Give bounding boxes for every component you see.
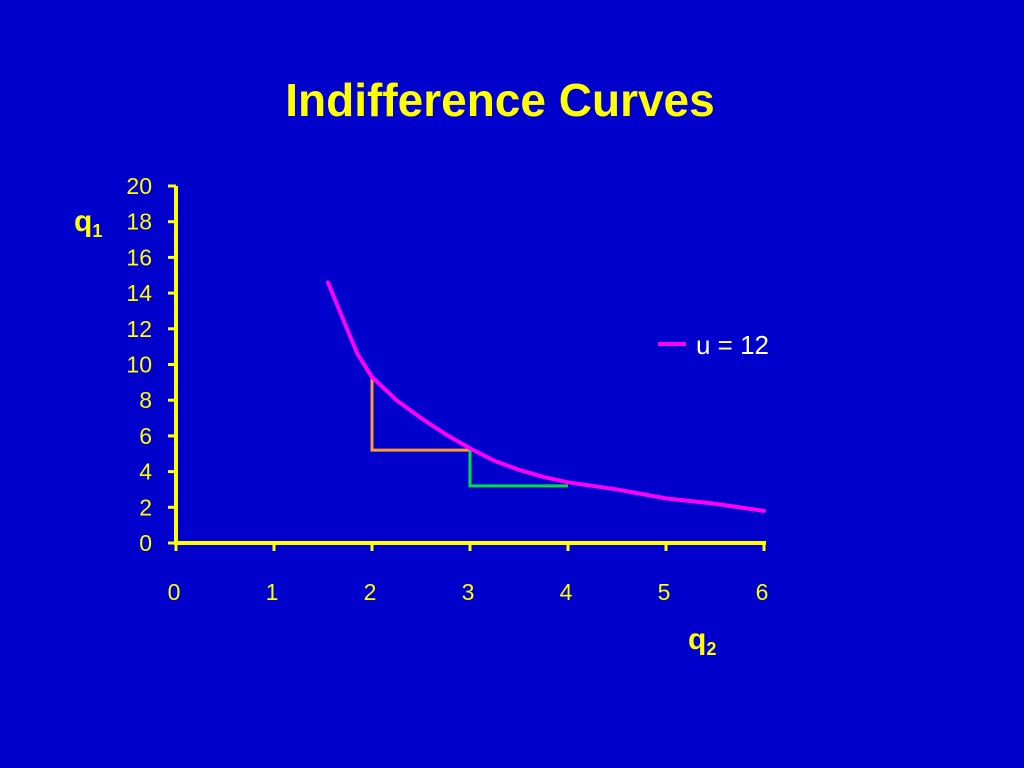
step-annotation-1 (370, 376, 470, 452)
x-tick-label: 4 (560, 579, 573, 605)
x-tick-label: 3 (462, 579, 475, 605)
x-tick-label: 2 (364, 579, 377, 605)
step-annotation-2 (468, 450, 568, 488)
legend-label: u = 12 (696, 330, 769, 360)
y-tick-label: 4 (139, 459, 152, 485)
x-tick-label: 0 (168, 579, 181, 605)
y-tick-label: 0 (139, 530, 152, 556)
y-tick-label: 14 (126, 280, 152, 306)
y-tick-label: 10 (126, 352, 152, 378)
x-tick-label: 1 (266, 579, 279, 605)
series-line-1 (325, 280, 766, 513)
x-axis-label-subscript: 2 (706, 639, 717, 659)
y-axis-label-subscript: 1 (92, 221, 103, 241)
y-tick-label: 18 (126, 209, 152, 235)
y-tick-label: 16 (126, 244, 152, 270)
x-tick-label: 6 (756, 579, 769, 605)
y-axis-label: q1 (74, 206, 102, 247)
y-tick-label: 6 (139, 423, 152, 449)
x-axis-label: q2 (688, 624, 716, 665)
y-tick-label: 2 (139, 494, 152, 520)
y-tick-label: 12 (126, 316, 152, 342)
x-axis-label-main: q (688, 623, 707, 656)
x-tick-label: 5 (658, 579, 671, 605)
y-tick-label: 20 (126, 173, 152, 199)
y-axis-label-main: q (74, 205, 93, 238)
y-tick-label: 8 (139, 387, 152, 413)
chart-title: Indifference Curves (285, 74, 715, 126)
